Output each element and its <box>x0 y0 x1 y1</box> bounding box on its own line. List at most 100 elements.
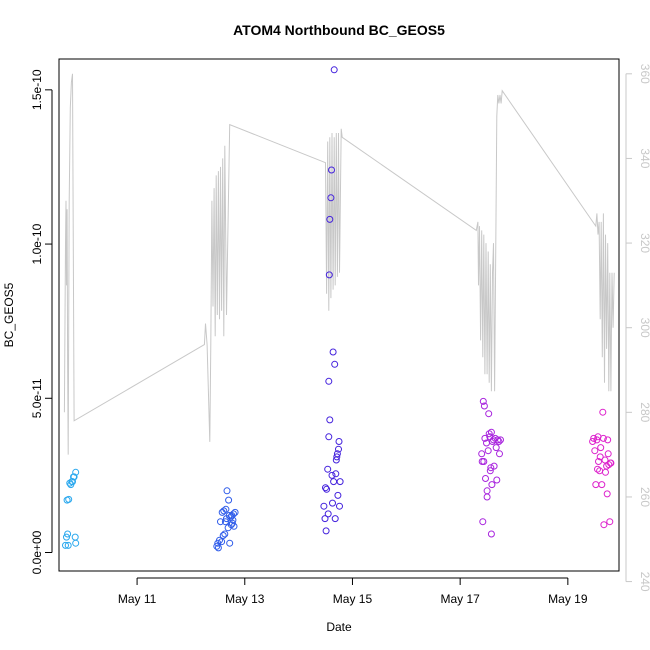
data-point <box>329 348 337 356</box>
data-point <box>333 453 341 461</box>
data-point <box>336 502 343 510</box>
data-point <box>603 490 611 498</box>
data-point <box>492 444 500 452</box>
data-point <box>599 434 607 442</box>
data-point <box>487 530 495 538</box>
data-point <box>325 377 333 385</box>
data-points-layer <box>62 66 615 552</box>
data-point <box>231 508 239 516</box>
data-point <box>596 453 604 461</box>
data-point <box>479 397 487 405</box>
data-point <box>322 484 329 492</box>
data-point <box>604 450 612 458</box>
data-point <box>324 465 332 473</box>
x-tick-label: May 19 <box>548 592 588 606</box>
data-point <box>63 533 70 541</box>
data-point <box>321 515 329 523</box>
data-point <box>487 464 495 472</box>
data-point <box>69 478 76 486</box>
data-point <box>484 447 492 455</box>
y-axis-left: 0.0e+00 5.0e-11 1.0e-10 1.5e-10 <box>30 69 53 574</box>
data-point <box>496 450 503 458</box>
data-point <box>64 541 72 549</box>
y-tick-label: 0.0e+00 <box>30 530 44 574</box>
data-point <box>604 436 612 444</box>
y2-tick-label: 240 <box>638 572 650 592</box>
data-point <box>230 510 237 518</box>
data-point <box>494 436 502 444</box>
data-point <box>480 402 488 410</box>
data-point <box>323 485 331 493</box>
data-point <box>497 436 504 444</box>
data-point <box>486 467 494 475</box>
y2-tick-label: 360 <box>638 64 650 84</box>
data-point <box>213 542 221 550</box>
data-point <box>478 450 486 458</box>
data-point <box>328 471 336 479</box>
data-point <box>322 527 330 535</box>
data-point <box>485 410 493 418</box>
data-point <box>225 496 233 504</box>
secondary-trace-line <box>63 73 615 455</box>
data-point <box>324 510 332 518</box>
data-point <box>331 515 339 523</box>
data-point <box>70 473 78 481</box>
data-point <box>218 538 226 546</box>
data-point <box>602 468 609 476</box>
y-tick-label: 5.0e-11 <box>30 378 44 418</box>
x-tick-label: May 13 <box>225 592 265 606</box>
y2-tick-label: 300 <box>638 318 650 338</box>
data-point <box>593 436 601 444</box>
data-point <box>605 461 613 469</box>
data-point <box>487 428 495 436</box>
y-axis-right: 240 260 280 300 320 340 360 <box>625 64 650 592</box>
data-point <box>483 487 491 495</box>
plot-frame <box>58 58 620 572</box>
data-point <box>325 271 333 279</box>
data-point <box>488 481 496 489</box>
data-point <box>606 518 614 526</box>
data-point <box>479 518 487 526</box>
data-point <box>222 505 230 513</box>
y2-tick-label: 280 <box>638 402 650 422</box>
y-tick-label: 1.0e-10 <box>30 223 44 264</box>
data-point <box>595 458 602 465</box>
data-point <box>334 491 342 499</box>
data-point <box>72 468 80 476</box>
x-axis: May 11 May 13 May 15 May 17 May 19 <box>118 577 588 606</box>
data-point <box>223 487 231 495</box>
data-point <box>72 539 80 547</box>
data-point <box>225 512 233 519</box>
data-point <box>480 458 488 465</box>
data-point <box>597 444 605 452</box>
data-point <box>482 475 489 482</box>
data-point <box>71 533 79 541</box>
data-point <box>65 495 73 503</box>
x-axis-label: Date <box>326 620 352 634</box>
x-tick-label: May 11 <box>118 592 157 606</box>
data-point <box>490 462 498 470</box>
data-point <box>591 447 599 455</box>
data-point <box>483 493 491 501</box>
data-point <box>219 532 227 539</box>
y2-tick-label: 260 <box>638 487 650 507</box>
data-point <box>590 434 598 442</box>
data-point <box>325 433 333 441</box>
data-point <box>594 465 601 473</box>
data-point <box>327 194 335 202</box>
data-point <box>221 530 229 538</box>
data-point <box>326 215 334 223</box>
data-point <box>600 521 608 529</box>
x-tick-label: May 17 <box>440 592 480 606</box>
secondary-trace-layer <box>63 73 615 455</box>
data-point <box>220 507 228 515</box>
data-point <box>216 536 223 544</box>
data-point <box>493 476 501 484</box>
chart-title: ATOM4 Northbound BC_GEOS5 <box>233 22 445 38</box>
data-point <box>335 445 342 453</box>
y2-tick-label: 320 <box>638 233 650 253</box>
data-point <box>328 166 335 174</box>
data-point <box>62 541 69 549</box>
y-axis-label: BC_GEOS5 <box>2 282 16 347</box>
